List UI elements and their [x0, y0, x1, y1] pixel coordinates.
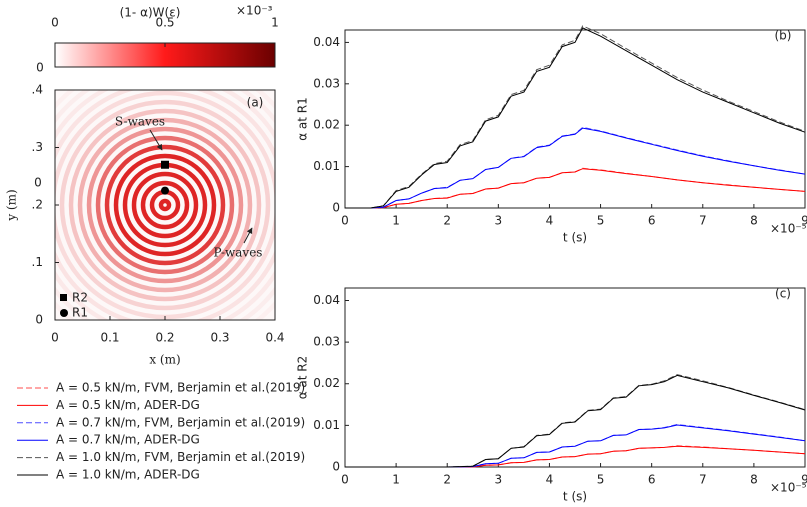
- plot-frame: [344, 287, 806, 468]
- x-axis-label: t (s): [563, 490, 587, 504]
- x-tick-label: 3: [495, 473, 503, 487]
- colorbar-tick-label: 0: [51, 16, 59, 30]
- y-tick-label: .2: [32, 198, 43, 212]
- x-tick-label: 8: [750, 473, 758, 487]
- x-tick-label: 7: [699, 473, 707, 487]
- colorbar-title: (1- α)W(ε): [120, 6, 181, 20]
- wave-ring: [77, 117, 253, 293]
- wave-field: [55, 90, 275, 320]
- x-tick-label: 0: [51, 331, 59, 345]
- y-tick-label: 0.03: [313, 76, 340, 90]
- y-tick-label: 0.01: [313, 418, 340, 432]
- receiver-label: R1: [72, 306, 88, 320]
- x-tick-label: 5: [597, 473, 605, 487]
- x-tick-label: 0: [341, 473, 349, 487]
- x-tick-label: 9: [801, 214, 807, 228]
- receiver: [161, 186, 169, 195]
- annotation: 0: [36, 61, 44, 75]
- y-axis-label: α at R2: [296, 356, 310, 400]
- series-line: [345, 374, 806, 468]
- y-axis-label: y (m): [5, 189, 19, 221]
- annotation: P-waves: [214, 246, 263, 260]
- x-tick-label: 0: [341, 214, 349, 228]
- x-axis-label: x (m): [149, 353, 180, 367]
- s-wave-arrow: [149, 129, 163, 151]
- x-tick-label: 0.3: [210, 331, 229, 345]
- x-tick-label: 6: [648, 473, 656, 487]
- y-tick-label: 0.02: [313, 376, 340, 390]
- series-line: [345, 445, 806, 468]
- wave-ring: [113, 153, 217, 257]
- x-tick-label: 5: [597, 214, 605, 228]
- y-tick-label: .4: [32, 83, 43, 97]
- wave-ring: [104, 144, 226, 266]
- plot-frame: [344, 29, 806, 209]
- x-tick-label: 9: [801, 473, 807, 487]
- x-axis-label: t (s): [563, 231, 587, 245]
- x-tick-label: 0.2: [155, 331, 174, 345]
- wave-ring: [131, 171, 199, 239]
- x-tick-label: 8: [750, 214, 758, 228]
- x-tick-label: 4: [546, 214, 554, 228]
- y-tick-label: 0.04: [313, 35, 340, 49]
- panel-label: (b): [775, 29, 792, 43]
- wave-ring: [59, 99, 271, 311]
- x-tick-label: 4: [546, 473, 554, 487]
- wave-ring: [68, 108, 262, 302]
- receiver-label: R2: [72, 291, 88, 305]
- wave-ring: [95, 135, 235, 275]
- annotation: (a): [247, 96, 264, 110]
- series-line: [345, 25, 806, 209]
- x-tick-label: 2: [443, 214, 451, 228]
- legend-label: A = 0.5 kN/m, FVM, Berjamin et al.(2019): [56, 381, 305, 395]
- colorbar-tick-label: 0.5: [155, 16, 174, 30]
- legend-label: A = 1.0 kN/m, ADER-DG: [56, 468, 200, 482]
- x-tick-label: 2: [443, 473, 451, 487]
- field-background: [55, 90, 275, 320]
- wave-ring: [158, 198, 172, 212]
- wave-ring: [86, 126, 244, 284]
- colorbar-exponent: ×10⁻³: [236, 4, 273, 18]
- y-tick-label: .3: [32, 140, 43, 154]
- legend-label: A = 0.7 kN/m, FVM, Berjamin et al.(2019): [56, 415, 305, 429]
- x-tick-label: 0.4: [265, 331, 284, 345]
- y-tick-label: 0.04: [313, 293, 340, 307]
- legend-label: A = 0.7 kN/m, ADER-DG: [56, 433, 200, 447]
- receiver: [161, 160, 169, 169]
- x-exponent: ×10⁻⁵: [770, 481, 807, 495]
- wave-ring: [140, 180, 190, 230]
- y-tick-label: 0.02: [313, 118, 340, 132]
- x-tick-label: 7: [699, 214, 707, 228]
- series-line: [345, 374, 806, 468]
- y-tick-label: 0.01: [313, 159, 340, 173]
- series-line: [345, 424, 806, 468]
- legend-label: A = 0.5 kN/m, ADER-DG: [56, 398, 200, 412]
- y-axis-label: α at R1: [296, 97, 310, 141]
- x-tick-label: 0.1: [100, 331, 119, 345]
- y-tick-label: 0.03: [313, 335, 340, 349]
- y-tick-label: 0: [35, 313, 43, 327]
- annotation: 0: [34, 176, 42, 190]
- legend-label: A = 1.0 kN/m, FVM, Berjamin et al.(2019): [56, 450, 305, 464]
- colorbar-tick-label: 1: [271, 16, 279, 30]
- series-line: [345, 168, 806, 209]
- annotation: S-waves: [115, 115, 165, 129]
- p-wave-arrow: [243, 227, 253, 244]
- receiver-key: [60, 294, 67, 301]
- y-tick-label: .1: [32, 255, 43, 269]
- x-exponent: ×10⁻⁵: [770, 222, 807, 236]
- y-tick-label: 0: [332, 460, 340, 474]
- series-line: [345, 127, 806, 209]
- receiver-key: [60, 309, 68, 317]
- x-tick-label: 6: [648, 214, 656, 228]
- y-tick-label: 0: [332, 201, 340, 215]
- x-tick-label: 1: [392, 214, 400, 228]
- x-tick-label: 1: [392, 473, 400, 487]
- panel-label: (c): [775, 287, 791, 301]
- series-line: [345, 27, 806, 209]
- x-tick-label: 3: [495, 214, 503, 228]
